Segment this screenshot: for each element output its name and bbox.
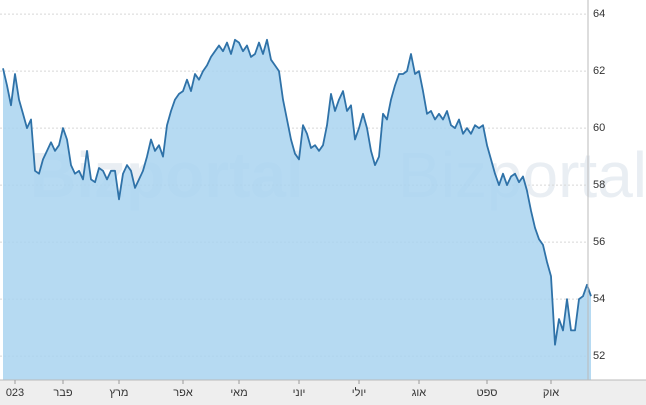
x-tick-label: אפר xyxy=(173,387,193,399)
area xyxy=(3,39,591,381)
x-tick-label: יוני xyxy=(293,387,306,399)
x-tick-label: 023 xyxy=(6,387,24,399)
x-tick-label: יולי xyxy=(352,386,366,399)
x-tick-label: פבר xyxy=(53,387,72,399)
y-tick-label: 52 xyxy=(593,350,605,362)
y-tick-label: 58 xyxy=(593,179,605,191)
line xyxy=(2,38,592,346)
y-tick-label: 54 xyxy=(593,293,605,305)
y-tick-label: 64 xyxy=(593,8,605,20)
x-tick-label: מאי xyxy=(230,387,247,399)
x-tick-label: אוג xyxy=(412,387,427,399)
y-tick-label: 56 xyxy=(593,236,605,248)
x-tick-label: ספט xyxy=(477,387,498,399)
x-tick-label: מרץ xyxy=(110,387,129,399)
y-tick-label: 62 xyxy=(593,65,605,77)
y-tick-label: 60 xyxy=(593,122,605,134)
x-tick-label: אוק xyxy=(543,387,559,399)
x-axis-band xyxy=(0,380,646,405)
